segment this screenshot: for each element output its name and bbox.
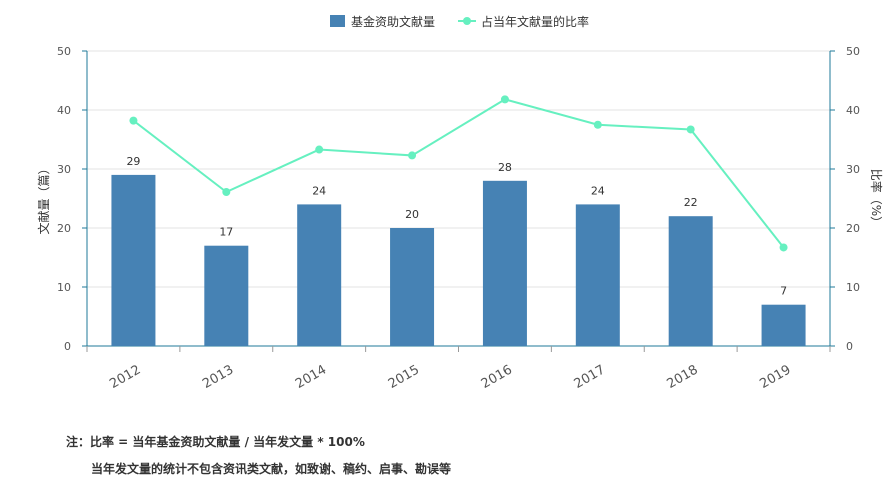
x-tick-label: 2016 [479, 362, 515, 392]
y-left-tick-label: 30 [57, 163, 71, 176]
y-axis-right-title: 比率（%） [869, 169, 884, 228]
y-right-tick-label: 10 [846, 281, 860, 294]
ratio-point-2016 [500, 95, 509, 104]
bar-2012 [111, 174, 156, 346]
y-left-tick-label: 40 [57, 104, 71, 117]
bar-value-label: 17 [219, 226, 233, 239]
ratio-point-2018 [686, 125, 695, 134]
ratio-point-2015 [408, 151, 417, 160]
x-tick-label: 2017 [572, 362, 608, 392]
x-tick-label: 2012 [107, 362, 143, 392]
x-tick-label: 2015 [386, 362, 422, 392]
y-right-tick-label: 50 [846, 45, 860, 58]
bar-2014 [297, 204, 342, 346]
bar-value-label: 24 [591, 184, 605, 197]
x-tick-label: 2018 [665, 362, 701, 392]
y-left-tick-label: 0 [64, 340, 71, 353]
y-right-tick-label: 20 [846, 222, 860, 235]
x-tick-label: 2013 [200, 362, 236, 392]
bar-2019 [761, 304, 806, 346]
footnote-formula: 注：比率 = 当年基金资助文献量 / 当年发文量 * 100% [66, 435, 365, 449]
bar-value-label: 29 [126, 155, 140, 168]
chart: 0 0 10 10 20 20 30 30 40 40 50 50 29 17 24 20 28 24 22 7 201… [36, 14, 884, 392]
ratio-point-2019 [779, 243, 788, 252]
ratio-line [132, 98, 785, 249]
bar-2015 [390, 228, 435, 346]
bar-value-label: 7 [780, 285, 787, 298]
bar-2016 [482, 180, 527, 346]
bar-2017 [575, 204, 620, 346]
ratio-point-2017 [593, 120, 602, 129]
legend-bar-swatch [330, 15, 345, 27]
y-left-tick-label: 10 [57, 281, 71, 294]
x-tick-label: 2019 [757, 362, 793, 392]
bar-value-label: 20 [405, 208, 419, 221]
bar-value-label: 22 [684, 196, 698, 209]
bar-value-label: 24 [312, 184, 326, 197]
y-right-tick-label: 0 [846, 340, 853, 353]
ratio-point-2014 [315, 145, 324, 154]
y-left-tick-label: 50 [57, 45, 71, 58]
y-right-tick-label: 30 [846, 163, 860, 176]
bar-value-label: 28 [498, 161, 512, 174]
footnote-exclusion: 当年发文量的统计不包含资讯类文献，如致谢、稿约、启事、勘误等 [91, 462, 452, 476]
x-tick-label: 2014 [293, 362, 329, 392]
bar-2013 [204, 245, 249, 346]
legend-line-marker [463, 17, 471, 25]
bar-2018 [668, 216, 713, 346]
ratio-point-2013 [222, 188, 231, 197]
legend-line-label: 占当年文献量的比率 [481, 14, 589, 29]
ratio-point-2012 [129, 116, 138, 125]
legend-bar-label: 基金资助文献量 [351, 14, 435, 29]
y-left-tick-label: 20 [57, 222, 71, 235]
y-right-tick-label: 40 [846, 104, 860, 117]
y-axis-left-title: 文献量（篇） [36, 162, 51, 234]
